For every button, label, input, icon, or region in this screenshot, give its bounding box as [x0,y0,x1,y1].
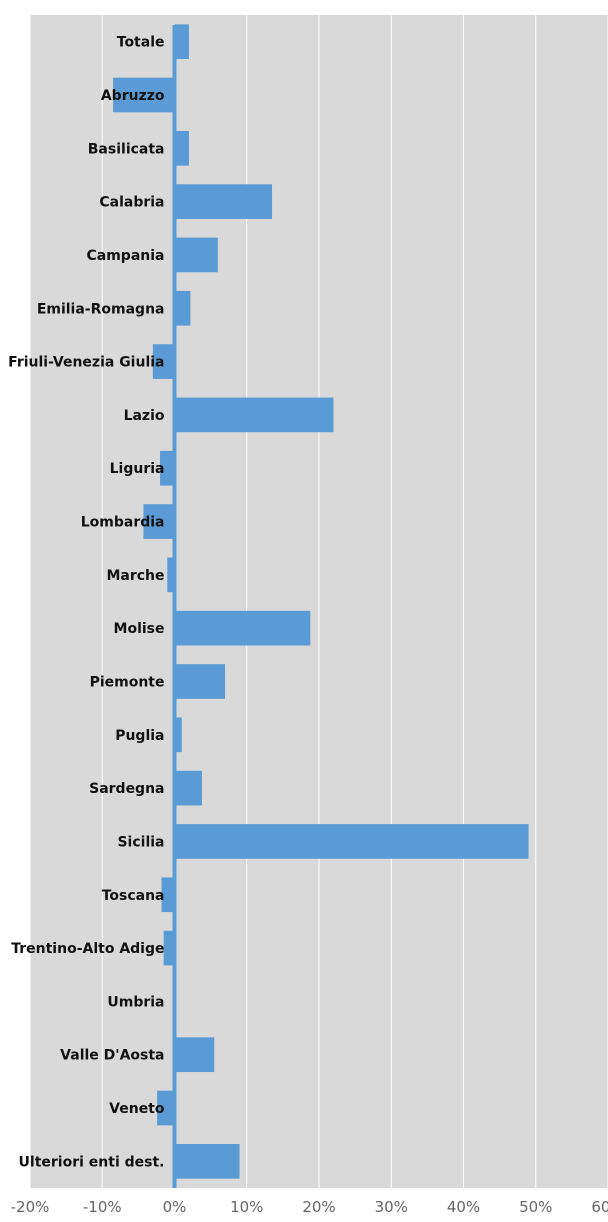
bar [143,504,175,539]
bar [174,24,189,59]
bar [174,664,226,699]
category-label: Ulteriori enti dest. [19,1154,165,1170]
bar [174,290,191,326]
bar [152,344,175,379]
category-label: Piemonte [90,674,165,690]
category-label: Sardegna [89,781,164,797]
bar [163,930,175,966]
bar [174,717,182,753]
category-label: Sicilia [117,834,164,850]
category-label: Marche [106,568,164,584]
category-label: Campania [87,248,165,264]
category-label: Basilicata [88,141,165,157]
bar [174,1037,215,1073]
x-tick-label: -20% [11,1198,50,1216]
category-label: Lombardia [81,515,165,531]
category-label: Toscana [102,888,165,904]
bar [113,77,175,113]
category-label: Valle D'Aosta [60,1048,164,1064]
category-label: Friuli-Venezia Giulia [8,355,164,371]
bar [160,450,175,486]
category-label: Veneto [109,1101,165,1117]
category-label: Umbria [107,994,164,1010]
x-tick-label: -10% [83,1198,122,1216]
x-tick-label: 30% [375,1198,408,1216]
category-label: Molise [114,621,165,637]
category-label: Lazio [124,408,165,424]
bar [174,824,529,859]
bar [174,984,176,1019]
category-label: Abruzzo [101,88,165,104]
category-label: Calabria [99,195,164,211]
category-label: Liguria [110,461,165,477]
bar [174,610,311,646]
x-tick-label: 20% [302,1198,335,1216]
x-tick-label: 60% [591,1198,608,1216]
x-tick-labels: -20% -10% 0% 10% 20% 30% 40% 50% 60% [11,1198,608,1216]
bar [157,1090,175,1126]
bar [174,397,334,433]
category-label: Emilia-Romagna [37,301,165,317]
bar [174,130,189,166]
bar [174,1144,240,1179]
bar [174,184,273,219]
bar [174,770,202,806]
bars [113,24,529,1179]
category-label: Puglia [115,728,164,744]
x-tick-label: 10% [230,1198,263,1216]
category-label: Totale [117,35,165,51]
x-tick-label: 50% [519,1198,552,1216]
bar [161,877,175,913]
x-tick-label: 40% [447,1198,480,1216]
bar [174,237,218,273]
category-labels: Totale Abruzzo Basilicata Calabria Campania E… [8,35,165,1171]
category-label: Trentino-Alto Adige [11,941,164,957]
bar [167,557,175,593]
x-tick-label: 0% [163,1198,187,1216]
